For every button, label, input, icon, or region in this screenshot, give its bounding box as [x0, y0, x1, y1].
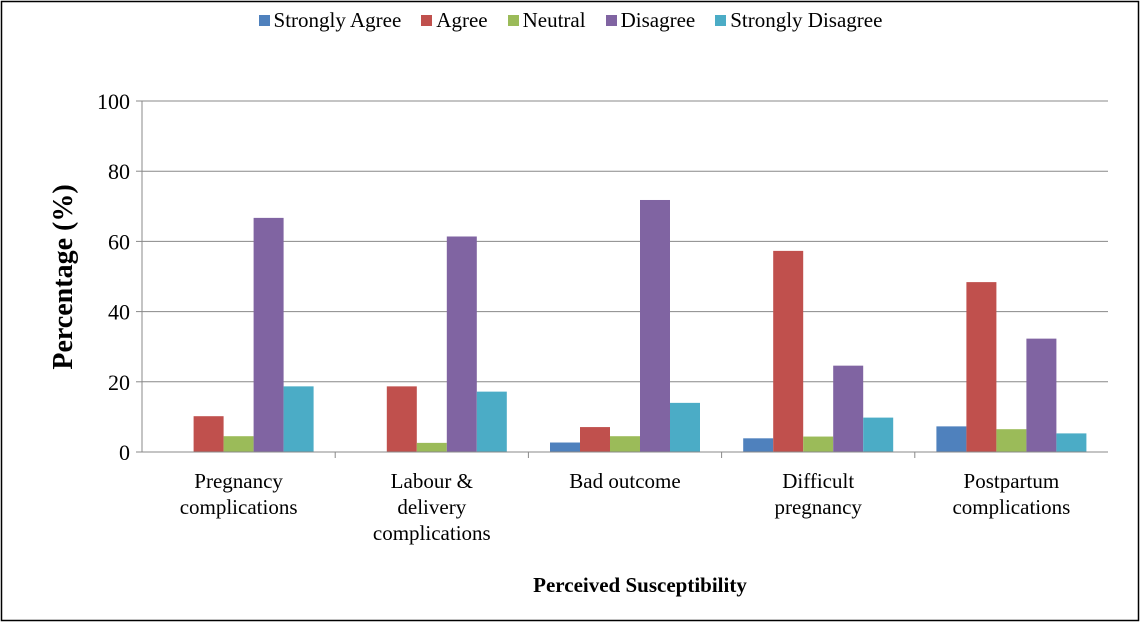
- legend-item: Agree: [421, 8, 488, 33]
- y-axis-title: Percentage (%): [48, 184, 79, 369]
- y-tick-label: 20: [108, 370, 130, 395]
- bar: [223, 436, 254, 452]
- legend-label: Neutral: [522, 8, 586, 32]
- bar: [773, 250, 804, 452]
- legend-label: Disagree: [620, 8, 696, 32]
- y-tick-label: 100: [97, 89, 130, 114]
- bar: [550, 442, 580, 452]
- bar: [1056, 433, 1087, 452]
- legend-item: Strongly Agree: [258, 8, 402, 33]
- x-tick-label: Difficult pregnancy: [774, 469, 862, 519]
- legend-label: Agree: [436, 8, 488, 32]
- x-axis-title: Perceived Susceptibility: [533, 573, 747, 597]
- x-tick-label: Bad outcome: [569, 469, 681, 493]
- bar: [416, 442, 447, 452]
- y-tick-label: 0: [119, 440, 130, 465]
- legend-item: Neutral: [507, 8, 586, 33]
- legend-swatch: [715, 15, 727, 26]
- bar: [476, 391, 507, 452]
- legend-swatch: [605, 15, 617, 26]
- bar: [833, 365, 864, 452]
- legend-swatch: [507, 15, 519, 26]
- bar: [743, 438, 774, 452]
- x-tick-label: Pregnancy complications: [179, 469, 298, 519]
- legend-label: Strongly Disagree: [730, 8, 883, 32]
- y-tick-label: 80: [108, 159, 130, 184]
- legend-label: Strongly Agree: [273, 8, 402, 32]
- x-tick-label: Labour & delivery complications: [372, 469, 491, 545]
- bar: [670, 402, 700, 452]
- bar: [1026, 338, 1057, 452]
- x-tick-label: Postpartum complications: [952, 469, 1071, 519]
- y-tick-label: 60: [108, 229, 130, 254]
- bar: [996, 429, 1027, 452]
- bar: [446, 236, 477, 452]
- bar: [386, 386, 417, 452]
- bar: [966, 282, 997, 452]
- bar: [283, 386, 314, 452]
- legend-swatch: [258, 15, 270, 26]
- legend-swatch: [421, 15, 433, 26]
- legend-item: Disagree: [605, 8, 696, 33]
- bar: [580, 427, 610, 452]
- bar: [863, 417, 894, 452]
- legend: Strongly Agree Agree Neutral Disagree Strong…: [0, 8, 1141, 33]
- bar: [936, 426, 967, 452]
- bar: [640, 199, 670, 452]
- bar: [803, 436, 834, 452]
- bar: [193, 416, 224, 452]
- legend-item: Strongly Disagree: [715, 8, 882, 33]
- bar: [253, 217, 284, 452]
- y-tick-label: 40: [108, 300, 130, 325]
- bar: [610, 436, 640, 452]
